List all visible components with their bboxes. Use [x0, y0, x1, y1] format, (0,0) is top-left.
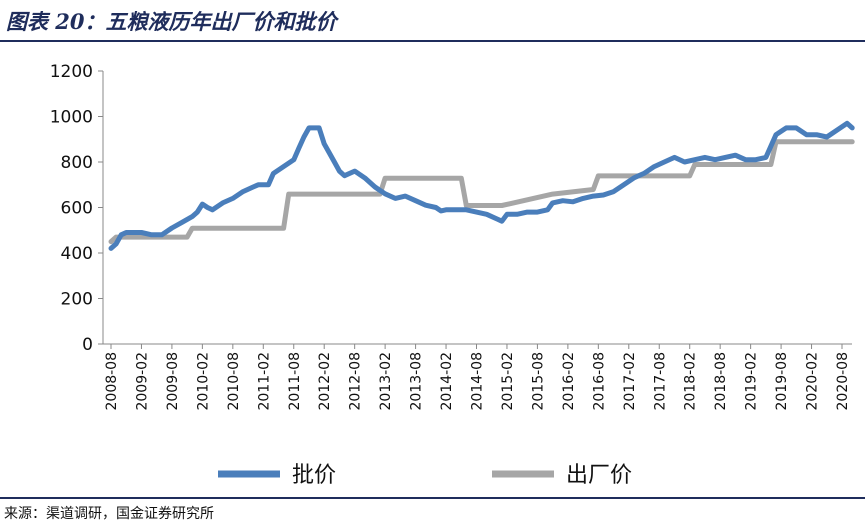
x-tick-label: 2016-08	[591, 352, 607, 411]
y-tick-label: 800	[61, 153, 93, 173]
y-tick-label: 200	[61, 290, 93, 310]
x-tick-label: 2015-08	[530, 352, 546, 411]
series-line-wholesale-price	[108, 120, 855, 251]
x-axis: 2008-08 2009-02 2009-08 2010-02 2010-08 2011-…	[103, 343, 852, 411]
x-tick-label: 2012-02	[317, 352, 333, 411]
y-tick-label: 600	[61, 199, 93, 219]
y-tick-label: 1000	[50, 108, 93, 128]
bottom-divider	[0, 497, 865, 499]
x-tick-label: 2011-02	[256, 352, 272, 411]
x-tick-label: 2015-02	[500, 352, 516, 411]
series-layer	[108, 120, 855, 251]
source-note: 来源：渠道调研，国金证券研究所	[4, 506, 214, 522]
chart-title: 图表 20：五粮液历年出厂价和批价	[6, 9, 337, 34]
x-tick-label: 2010-02	[195, 352, 211, 411]
x-tick-label: 2010-08	[226, 352, 242, 411]
x-tick-label: 2019-08	[774, 352, 790, 411]
x-tick-label: 2012-08	[348, 352, 364, 411]
line-chart: 0 200 400 600 800 1000 1200 2008-08 2009-02 2009…	[50, 62, 855, 488]
x-tick-label: 2016-02	[561, 352, 577, 411]
top-divider	[0, 40, 865, 42]
y-tick-label: 0	[82, 335, 93, 355]
y-tick-label: 400	[61, 244, 93, 264]
x-tick-label: 2009-08	[165, 352, 181, 411]
x-tick-label: 2014-08	[470, 352, 486, 411]
x-tick-label: 2019-02	[744, 352, 760, 411]
series-line-ex-factory-price	[108, 139, 855, 245]
x-tick-label: 2014-02	[439, 352, 455, 411]
y-axis: 0 200 400 600 800 1000 1200	[50, 62, 104, 355]
x-tick-label: 2017-08	[652, 352, 668, 411]
y-tick-label: 1200	[50, 62, 93, 82]
legend: 批价 出厂价	[218, 463, 632, 488]
x-tick-label: 2020-02	[805, 352, 821, 411]
x-tick-label: 2018-02	[683, 352, 699, 411]
legend-label: 出厂价	[566, 463, 632, 488]
x-tick-label: 2020-08	[835, 352, 851, 411]
x-tick-label: 2013-08	[409, 352, 425, 411]
legend-label: 批价	[292, 463, 336, 488]
x-tick-label: 2011-08	[287, 352, 303, 411]
x-tick-label: 2018-08	[713, 352, 729, 411]
x-tick-label: 2008-08	[104, 352, 120, 411]
x-tick-label: 2013-02	[378, 352, 394, 411]
x-tick-label: 2017-02	[622, 352, 638, 411]
x-tick-label: 2009-02	[134, 352, 150, 411]
